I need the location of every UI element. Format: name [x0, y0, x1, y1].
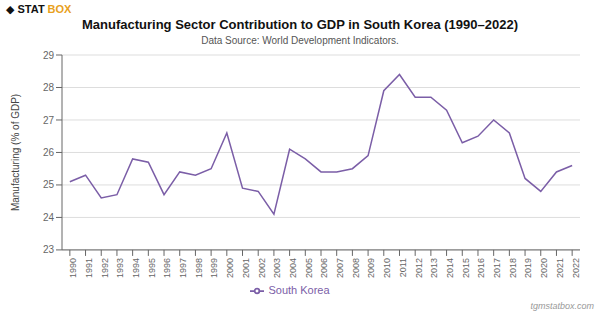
svg-text:28: 28 [43, 82, 55, 93]
svg-text:1995: 1995 [147, 258, 157, 278]
svg-text:2013: 2013 [429, 258, 439, 278]
svg-text:24: 24 [43, 212, 55, 223]
svg-text:2011: 2011 [398, 258, 408, 277]
html-text:Data Source: World Development: Data Source: World Development Indicator… [201, 35, 399, 46]
svg-text:26: 26 [43, 147, 55, 158]
svg-text:Manufacturing (% of GDP): Manufacturing (% of GDP) [10, 94, 21, 211]
svg-text:1991: 1991 [84, 258, 94, 278]
svg-text:25: 25 [43, 179, 55, 190]
svg-text:2020: 2020 [539, 258, 549, 278]
html-text:◆ STAT BOX: ◆ STAT BOX [6, 3, 72, 15]
svg-text:2006: 2006 [319, 258, 329, 278]
svg-text:1992: 1992 [100, 258, 110, 278]
svg-text:2004: 2004 [288, 258, 298, 278]
svg-text:2003: 2003 [272, 258, 282, 278]
svg-text:2000: 2000 [225, 258, 235, 278]
svg-text:1990: 1990 [68, 258, 78, 278]
svg-text:2018: 2018 [508, 258, 518, 278]
svg-text:2021: 2021 [555, 258, 565, 278]
svg-text:2001: 2001 [241, 258, 251, 278]
svg-text:2010: 2010 [382, 258, 392, 278]
svg-text:2014: 2014 [445, 258, 455, 278]
svg-text:2008: 2008 [351, 258, 361, 278]
svg-text:1996: 1996 [162, 258, 172, 278]
svg-text:1999: 1999 [210, 258, 220, 278]
svg-text:2019: 2019 [523, 258, 533, 278]
svg-text:27: 27 [43, 115, 55, 126]
svg-text:1998: 1998 [194, 258, 204, 278]
html-text:South Korea: South Korea [268, 283, 330, 296]
html-text:tgmstatbox.com: tgmstatbox.com [530, 301, 594, 311]
svg-text:2022: 2022 [571, 258, 581, 278]
svg-text:2007: 2007 [335, 258, 345, 278]
html-text:Manufacturing Sector Contribut: Manufacturing Sector Contribution to GDP… [82, 17, 518, 32]
svg-text:2012: 2012 [414, 258, 424, 278]
svg-text:2015: 2015 [461, 258, 471, 278]
svg-text:1993: 1993 [115, 258, 125, 278]
svg-text:2009: 2009 [366, 258, 376, 278]
svg-text:1997: 1997 [178, 258, 188, 278]
svg-text:2002: 2002 [257, 258, 267, 278]
svg-text:1994: 1994 [131, 258, 141, 278]
svg-text:2017: 2017 [492, 258, 502, 278]
svg-text:2005: 2005 [304, 258, 314, 278]
svg-text:23: 23 [43, 244, 55, 255]
svg-text:29: 29 [43, 50, 55, 61]
svg-text:2016: 2016 [476, 258, 486, 278]
